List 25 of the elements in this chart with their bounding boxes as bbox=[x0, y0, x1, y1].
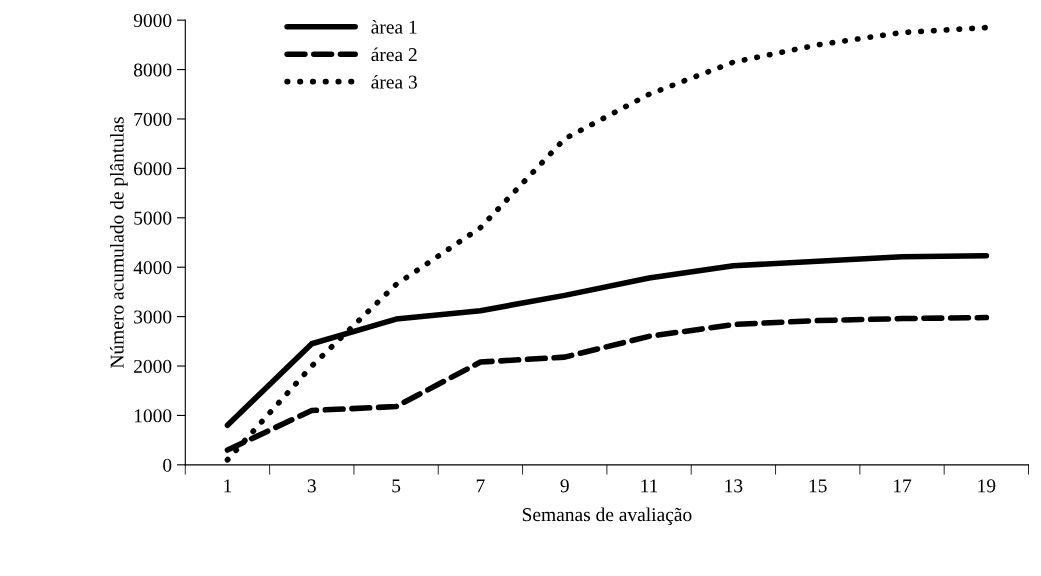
x-tick-label: 19 bbox=[978, 479, 996, 493]
x-tick-label: 7 bbox=[476, 479, 485, 493]
y-tick-label: 8000 bbox=[133, 63, 172, 77]
legend-label: área 2 bbox=[371, 47, 417, 62]
y-tick-label: 0 bbox=[163, 458, 172, 472]
legend-label: àrea 1 bbox=[371, 19, 417, 34]
x-tick-label: 5 bbox=[392, 479, 401, 493]
x-tick-label: 11 bbox=[641, 479, 658, 493]
x-tick-label: 1 bbox=[224, 479, 232, 493]
y-tick-label: 3000 bbox=[134, 310, 172, 324]
x-tick-label: 15 bbox=[809, 479, 827, 493]
y-tick-label: 1000 bbox=[134, 409, 172, 423]
legend-label: área 3 bbox=[371, 74, 417, 89]
x-axis-title: Semanas de avaliação bbox=[522, 507, 692, 526]
y-tick-label: 5000 bbox=[134, 211, 172, 225]
y-tick-label: 9000 bbox=[133, 13, 172, 28]
y-tick-label: 7000 bbox=[134, 112, 172, 126]
y-axis-title: Número acumulado de plântulas bbox=[109, 117, 128, 369]
x-tick-label: 13 bbox=[725, 479, 743, 493]
x-tick-label: 17 bbox=[894, 479, 912, 493]
y-tick-label: 2000 bbox=[134, 359, 172, 373]
y-tick-label: 6000 bbox=[134, 162, 172, 176]
x-tick-label: 9 bbox=[560, 479, 569, 493]
x-tick-label: 3 bbox=[307, 479, 316, 493]
y-tick-label: 4000 bbox=[133, 261, 172, 275]
